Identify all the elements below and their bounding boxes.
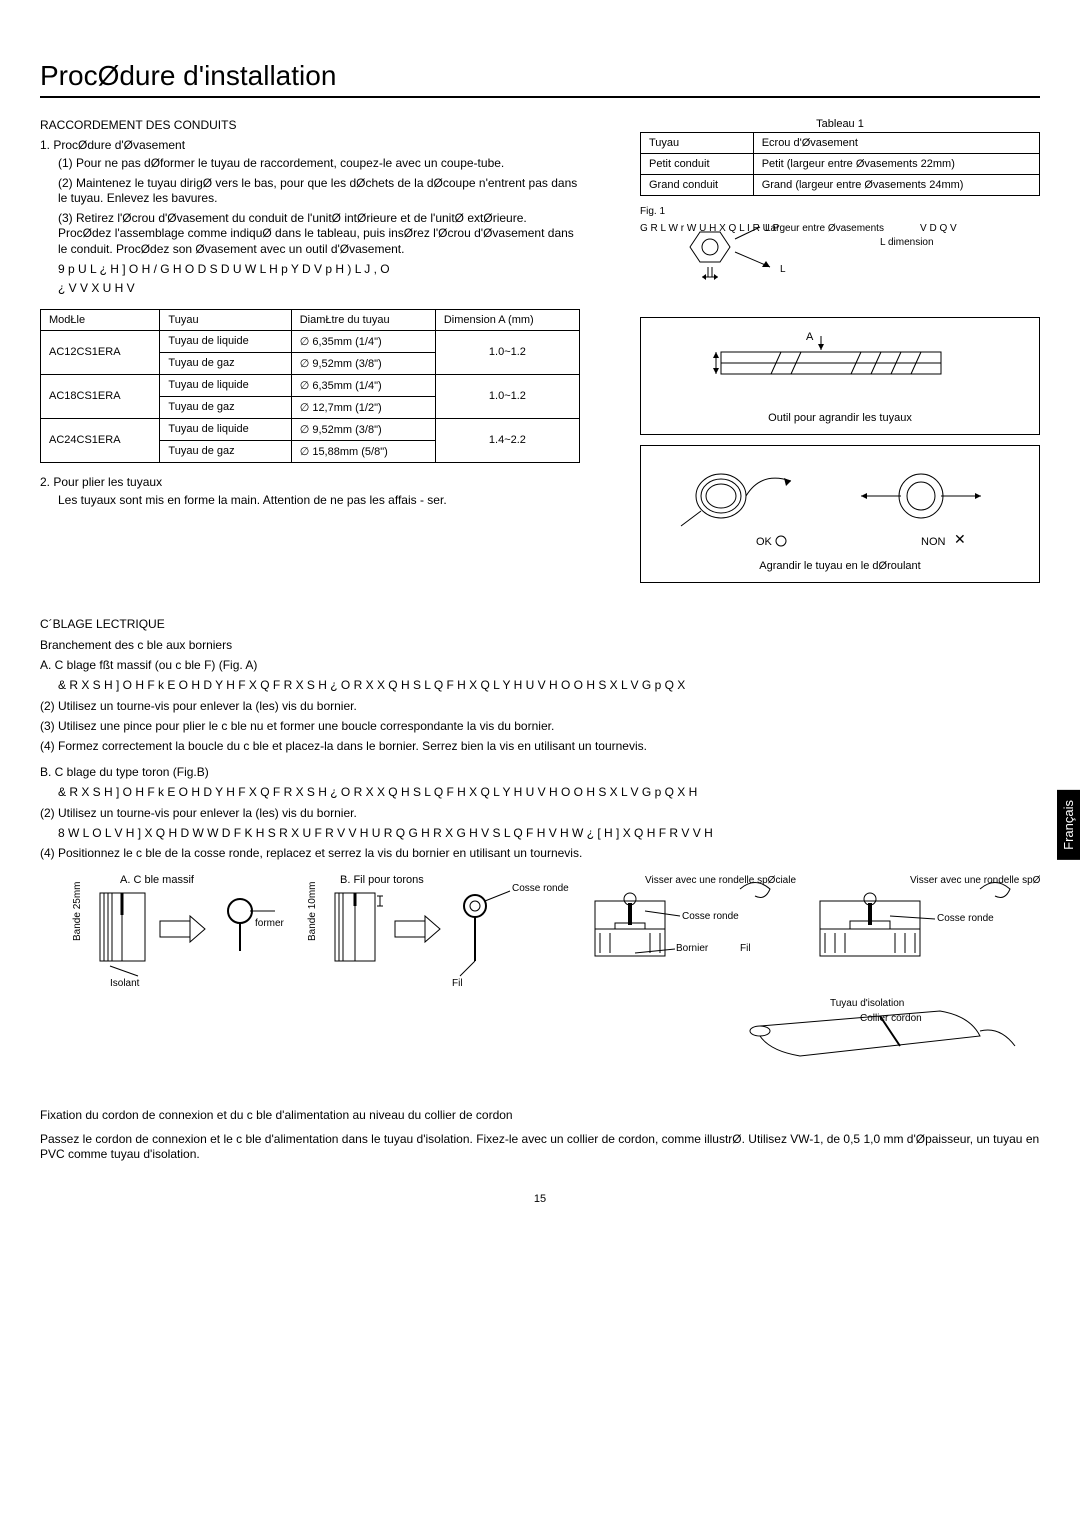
label-bande25: Bande 25mm <box>72 882 83 941</box>
para: (1) Pour ne pas dØformer le tuyau de rac… <box>40 156 580 172</box>
td: Ecrou d'Øvasement <box>753 133 1039 154</box>
fig1-svg: Largeur entre Øvasements G R L W r W U H… <box>640 217 1040 307</box>
para: (3) Retirez l'Øcrou d'Øvasement du condu… <box>40 211 580 258</box>
td: Tuyau de liquide <box>160 418 291 440</box>
page-title: ProcØdure d'installation <box>40 60 1040 98</box>
td: ∅ 12,7mm (1/2") <box>291 396 435 418</box>
label-fil: Fil <box>452 978 463 989</box>
td: ∅ 6,35mm (1/4") <box>291 330 435 352</box>
td: 1.0~1.2 <box>435 374 579 418</box>
td: Tuyau de gaz <box>160 440 291 462</box>
label-cosse3: Cosse ronde <box>937 913 994 924</box>
para: (4) Formez correctement la boucle du c b… <box>40 738 1040 754</box>
section1-sub: 1. ProcØdure d'Øvasement <box>40 138 580 152</box>
fig3-box: OK NON ✕ Agrandir le tuyau en le dØroula… <box>640 445 1040 583</box>
fig3-svg: OK NON ✕ <box>651 456 1021 556</box>
para: (3) Utilisez une pince pour plier le c b… <box>40 718 1040 734</box>
fixation-p: Passez le cordon de connexion et le c bl… <box>40 1132 1040 1163</box>
wiring-diagram: A. C ble massif Bande 25mm Isolant forme… <box>40 871 1040 1091</box>
label-a-title: A. C ble massif <box>120 874 195 886</box>
para: & R X S H ] O H F k E O H D Y H F X Q F … <box>40 677 1040 693</box>
wiring-a-head: A. C blage fßt massif (ou c ble F) (Fig.… <box>40 657 1040 673</box>
td: AC12CS1ERA <box>41 330 160 374</box>
td: ∅ 9,52mm (3/8") <box>291 352 435 374</box>
fig1-note3: L dimension <box>880 237 934 248</box>
td: AC24CS1ERA <box>41 418 160 462</box>
wiring-head: C´BLAGE LECTRIQUE <box>40 617 1040 631</box>
wiring-b-head: B. C blage du type toron (Fig.B) <box>40 764 1040 780</box>
fig1-l: L <box>780 264 786 275</box>
svg-text:✕: ✕ <box>954 531 966 547</box>
fig3-caption: Agrandir le tuyau en le dØroulant <box>651 560 1029 572</box>
td: Tuyau de gaz <box>160 352 291 374</box>
fig1-note1: Largeur entre Øvasements <box>765 223 884 234</box>
label-fil2: Fil <box>740 943 751 954</box>
th: DiamŁtre du tuyau <box>291 309 435 330</box>
para: (2) Maintenez le tuyau dirigØ vers le ba… <box>40 176 580 207</box>
para: ¿ V V X U H V <box>40 281 580 297</box>
fig3-ok: OK <box>756 536 773 548</box>
label-visser2: Visser avec une rondelle spØciale <box>910 875 1040 886</box>
fig2-caption: Outil pour agrandir les tuyaux <box>651 412 1029 424</box>
td: ∅ 6,35mm (1/4") <box>291 374 435 396</box>
label-bande10: Bande 10mm <box>307 882 318 941</box>
fig1-note4: V D Q V <box>920 223 957 234</box>
wiring-sub: Branchement des c ble aux borniers <box>40 637 1040 653</box>
td: Tuyau <box>641 133 754 154</box>
para: 9 p U L ¿ H ] O H / G H O D S D U W L H … <box>40 262 580 278</box>
td: ∅ 15,88mm (5/8") <box>291 440 435 462</box>
fig2-box: A Outil pour agrandir les tuyaux <box>640 317 1040 435</box>
section1-head: RACCORDEMENT DES CONDUITS <box>40 118 580 132</box>
language-tab: Français <box>1057 790 1080 860</box>
td: Tuyau de gaz <box>160 396 291 418</box>
td: Petit (largeur entre Øvasements 22mm) <box>753 154 1039 175</box>
para: & R X S H ] O H F k E O H D Y H F X Q F … <box>40 784 1040 800</box>
td: Grand (largeur entre Øvasements 24mm) <box>753 175 1039 196</box>
tableau1-title: Tableau 1 <box>640 118 1040 130</box>
para: 8 W L O L V H ] X Q H D W W D F K H S R … <box>40 825 1040 841</box>
page-number: 15 <box>40 1193 1040 1205</box>
th: ModŁle <box>41 309 160 330</box>
para: (4) Positionnez le c ble de la cosse ron… <box>40 845 1040 861</box>
tableau1: Tuyau Ecrou d'Øvasement Petit conduit Pe… <box>640 132 1040 196</box>
td: Grand conduit <box>641 175 754 196</box>
label-cosse2: Cosse ronde <box>682 911 739 922</box>
section2-sub: 2. Pour plier les tuyaux <box>40 475 580 489</box>
label-bornier: Bornier <box>676 943 709 954</box>
td: 1.4~2.2 <box>435 418 579 462</box>
td: Petit conduit <box>641 154 754 175</box>
fig3-non: NON <box>921 536 946 548</box>
td: 1.0~1.2 <box>435 330 579 374</box>
th: Dimension A (mm) <box>435 309 579 330</box>
para: (2) Utilisez un tourne-vis pour enlever … <box>40 698 1040 714</box>
label-isolant: Isolant <box>110 978 140 989</box>
para: Les tuyaux sont mis en forme la main. At… <box>40 493 580 509</box>
label-tuyau-iso: Tuyau d'isolation <box>830 998 904 1009</box>
para: (2) Utilisez un tourne-vis pour enlever … <box>40 805 1040 821</box>
td: ∅ 9,52mm (3/8") <box>291 418 435 440</box>
fig2-a: A <box>806 331 814 343</box>
td: Tuyau de liquide <box>160 330 291 352</box>
label-b-title: B. Fil pour torons <box>340 874 424 886</box>
fig1-note2: G R L W r W U H X Q L I R U P <box>640 223 780 234</box>
label-visser1: Visser avec une rondelle spØciale <box>645 875 796 886</box>
pipe-table: ModŁle Tuyau DiamŁtre du tuyau Dimension… <box>40 309 580 463</box>
fixation-head: Fixation du cordon de connexion et du c … <box>40 1108 1040 1124</box>
td: Tuyau de liquide <box>160 374 291 396</box>
td: AC18CS1ERA <box>41 374 160 418</box>
th: Tuyau <box>160 309 291 330</box>
label-former: former <box>255 918 285 929</box>
label-cosse: Cosse ronde <box>512 883 569 894</box>
fig2-svg: A <box>651 328 1021 408</box>
fig1-label: Fig. 1 <box>640 206 1040 217</box>
